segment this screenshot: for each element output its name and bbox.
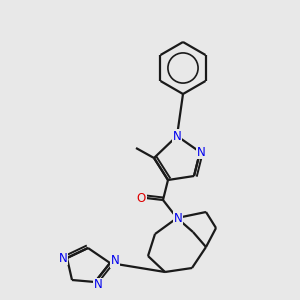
Text: N: N <box>111 254 119 268</box>
Text: N: N <box>94 278 102 292</box>
Text: N: N <box>58 251 68 265</box>
Text: N: N <box>196 146 206 158</box>
Text: N: N <box>172 130 182 142</box>
Text: O: O <box>136 191 146 205</box>
Text: N: N <box>174 212 182 224</box>
